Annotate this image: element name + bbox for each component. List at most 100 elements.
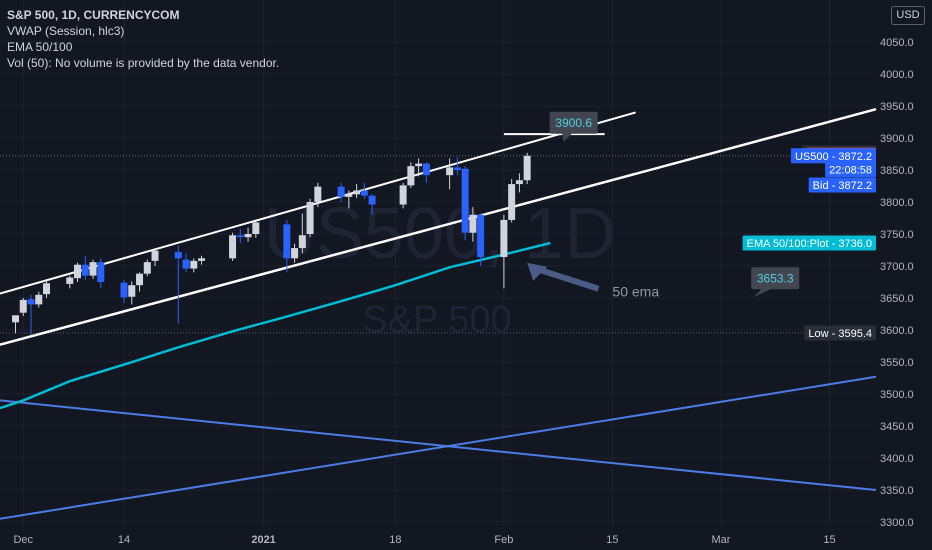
candle-body[interactable] xyxy=(120,282,128,298)
candle[interactable] xyxy=(515,173,523,193)
candle[interactable] xyxy=(143,259,151,277)
candle[interactable] xyxy=(453,157,461,176)
candle[interactable] xyxy=(337,182,345,202)
candle-body[interactable] xyxy=(345,194,353,197)
candle[interactable] xyxy=(198,255,206,265)
callout-box[interactable] xyxy=(751,267,800,290)
candle[interactable] xyxy=(353,184,361,199)
candle-body[interactable] xyxy=(337,186,345,197)
candle[interactable] xyxy=(407,162,415,188)
candle-body[interactable] xyxy=(128,285,136,297)
candle-body[interactable] xyxy=(35,294,43,305)
candle-body[interactable] xyxy=(515,180,523,185)
candle[interactable] xyxy=(415,158,423,177)
currency-button[interactable]: USD xyxy=(891,6,925,25)
candle[interactable] xyxy=(182,253,190,273)
candle[interactable] xyxy=(283,219,291,273)
legend-title[interactable]: S&P 500, 1D, CURRENCYCOM xyxy=(7,8,180,22)
candle[interactable] xyxy=(345,190,353,209)
candle[interactable] xyxy=(523,152,531,185)
ema-note-text[interactable]: 50 ema xyxy=(612,284,659,300)
candle-body[interactable] xyxy=(314,186,322,202)
candle[interactable] xyxy=(477,213,485,266)
candle-body[interactable] xyxy=(446,167,454,176)
candle[interactable] xyxy=(500,214,508,289)
candle-body[interactable] xyxy=(469,214,477,233)
candle-body[interactable] xyxy=(229,235,237,259)
candle[interactable] xyxy=(97,258,105,289)
candle-body[interactable] xyxy=(74,264,82,279)
candle-body[interactable] xyxy=(19,299,27,313)
candle-body[interactable] xyxy=(198,258,206,261)
candle[interactable] xyxy=(27,294,35,336)
candle[interactable] xyxy=(12,315,20,334)
candle-body[interactable] xyxy=(89,262,97,276)
candle-body[interactable] xyxy=(244,234,252,238)
candle[interactable] xyxy=(229,232,237,261)
candle[interactable] xyxy=(306,198,314,238)
candle-body[interactable] xyxy=(353,190,361,195)
candle-body[interactable] xyxy=(97,262,105,282)
candle-body[interactable] xyxy=(252,222,260,234)
trend-line-lower-channel[interactable] xyxy=(0,107,877,346)
candle[interactable] xyxy=(244,227,252,242)
candle-body[interactable] xyxy=(143,262,151,274)
candle-body[interactable] xyxy=(174,251,182,259)
candle[interactable] xyxy=(360,182,368,199)
candle[interactable] xyxy=(128,281,136,305)
candle[interactable] xyxy=(81,255,89,281)
candle-body[interactable] xyxy=(523,155,531,181)
callout-box[interactable] xyxy=(549,111,598,134)
candle-body[interactable] xyxy=(422,163,430,176)
candle-body[interactable] xyxy=(182,259,190,269)
candle-body[interactable] xyxy=(368,195,376,205)
candle-body[interactable] xyxy=(306,202,314,234)
candle[interactable] xyxy=(291,243,299,263)
trend-line-blue-rising[interactable] xyxy=(0,375,877,520)
candle-body[interactable] xyxy=(190,260,198,269)
candle[interactable] xyxy=(43,281,51,298)
candle-body[interactable] xyxy=(27,299,35,305)
candle[interactable] xyxy=(446,158,454,190)
candle[interactable] xyxy=(151,248,159,266)
candle[interactable] xyxy=(298,213,306,254)
candles[interactable] xyxy=(12,152,531,336)
candle-body[interactable] xyxy=(12,315,20,323)
candle-body[interactable] xyxy=(399,185,407,205)
candle-body[interactable] xyxy=(151,250,159,261)
candle[interactable] xyxy=(74,262,82,282)
candle[interactable] xyxy=(508,178,516,223)
candle[interactable] xyxy=(399,182,407,209)
candle-body[interactable] xyxy=(43,283,51,295)
candle[interactable] xyxy=(252,221,260,238)
callout-3653.3[interactable]: 3653.3 xyxy=(751,267,800,298)
candle[interactable] xyxy=(19,298,27,316)
candle[interactable] xyxy=(368,194,376,215)
candle-body[interactable] xyxy=(407,166,415,186)
trend-line-blue-falling[interactable] xyxy=(0,399,877,491)
candle-body[interactable] xyxy=(81,264,89,276)
candle-body[interactable] xyxy=(453,167,461,170)
candle[interactable] xyxy=(236,228,244,243)
candle[interactable] xyxy=(422,162,430,183)
candle[interactable] xyxy=(66,275,74,289)
candle-body[interactable] xyxy=(66,277,74,284)
candle-body[interactable] xyxy=(508,184,516,220)
candle-body[interactable] xyxy=(283,224,291,259)
candle[interactable] xyxy=(461,166,469,241)
candle-body[interactable] xyxy=(291,248,299,259)
candle[interactable] xyxy=(136,272,144,292)
candle-body[interactable] xyxy=(136,273,144,286)
price-axis[interactable]: 3300.0 3350.0 3400.0 3450.0 3500.0 3550.0 3600… xyxy=(880,37,914,529)
candle-body[interactable] xyxy=(477,214,485,258)
legend-vwap[interactable]: VWAP (Session, hlc3) xyxy=(7,24,125,38)
legend-ema[interactable]: EMA 50/100 xyxy=(7,40,73,54)
time-axis[interactable]: Dec 14 2021 18 Feb 15 Mar 15 xyxy=(13,534,835,546)
candle-body[interactable] xyxy=(236,235,244,238)
candle[interactable] xyxy=(190,258,198,273)
candle[interactable] xyxy=(120,280,128,304)
candle-body[interactable] xyxy=(461,168,469,233)
candle[interactable] xyxy=(469,207,477,242)
candle-body[interactable] xyxy=(415,163,423,167)
